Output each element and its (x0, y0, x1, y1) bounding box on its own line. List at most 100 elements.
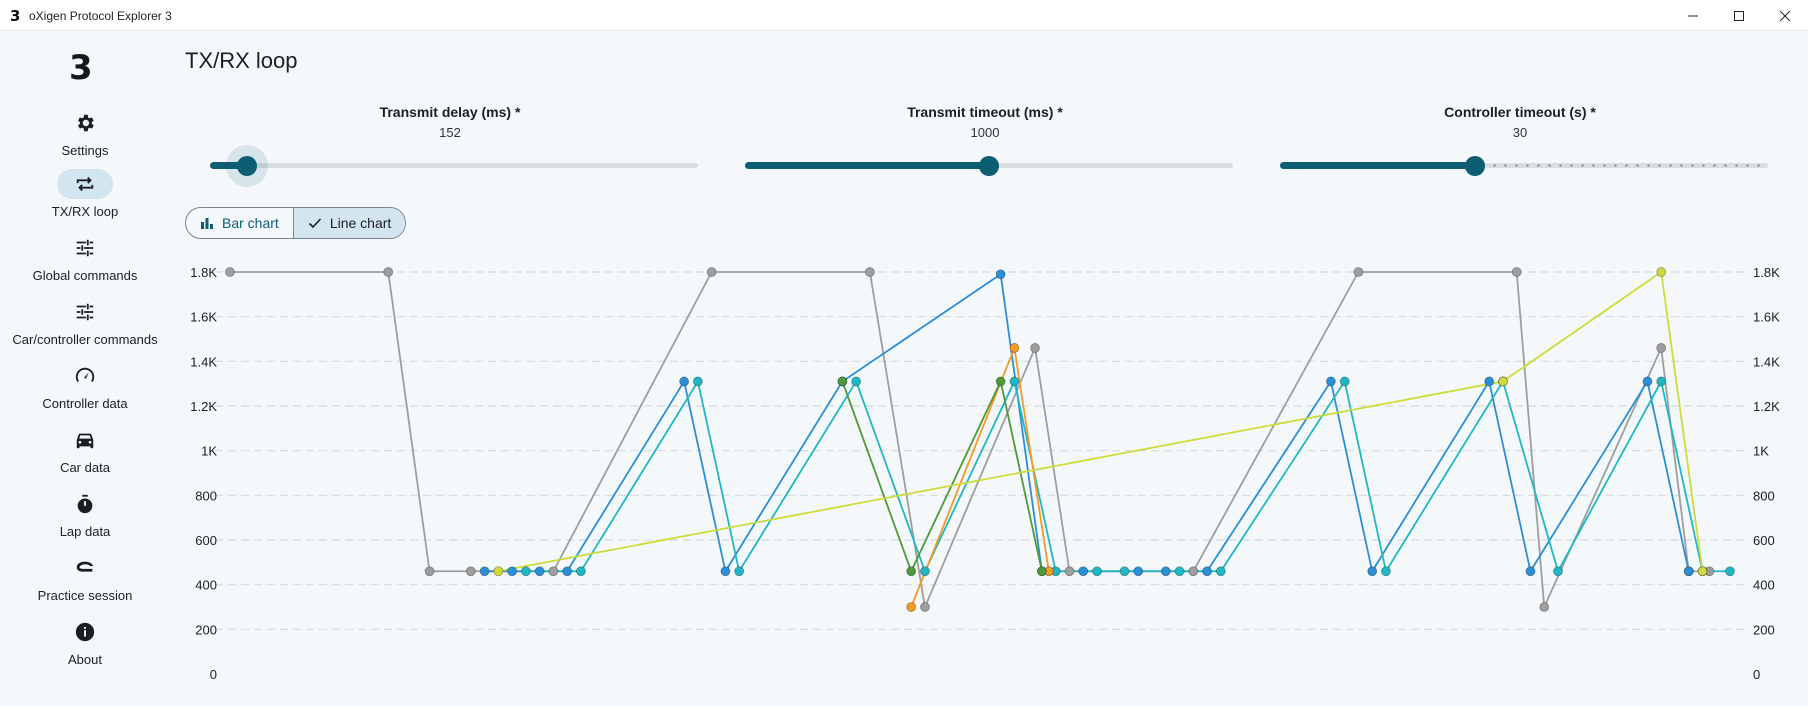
data-point (1092, 566, 1102, 577)
data-point (865, 267, 875, 277)
data-point (1202, 566, 1212, 577)
data-point (1656, 267, 1667, 277)
line-chart-label: Line chart (329, 215, 392, 231)
slider-fill (1280, 162, 1476, 169)
y-tick-label-right: 1.2K (1753, 399, 1780, 414)
data-point (1725, 566, 1735, 577)
chart-type-toggle: Bar chart Line chart (185, 207, 407, 239)
data-point (1553, 566, 1563, 577)
y-tick-label-right: 0 (1753, 667, 1760, 682)
title-bar: 3 oXigen Protocol Explorer 3 (0, 0, 1808, 31)
slider-thumb[interactable] (1465, 156, 1486, 176)
tune-icon (57, 233, 113, 263)
data-point (1642, 376, 1653, 387)
bar-chart-button[interactable]: Bar chart (186, 208, 293, 238)
checkmark-icon (308, 218, 321, 229)
data-point (562, 566, 573, 577)
sidebar-item-lap-data[interactable]: Lap data (0, 489, 170, 549)
slider-thumb[interactable] (236, 156, 257, 176)
sidebar-item-car-controller-commands[interactable]: Car/controller commands (0, 297, 170, 357)
data-point (1030, 343, 1040, 353)
data-point (383, 267, 394, 277)
sidebar-item-label: TX/RX loop (51, 204, 119, 219)
tx-rx-line-chart: 0 0 200 200 400 400 600 600 800 800 1K 1K 1.2K 1.2K 1.… (190, 265, 1780, 682)
data-point (1697, 566, 1708, 577)
car-icon (57, 425, 113, 455)
y-tick-label-right: 400 (1753, 578, 1775, 593)
data-point (1484, 376, 1495, 387)
sidebar-item-label: About (68, 652, 102, 667)
sidebar-item-label: Controller data (42, 396, 128, 411)
sidebar-item-label: Car/controller commands (12, 332, 158, 347)
slider-label: Transmit delay (ms) * (379, 104, 521, 120)
bar-chart-icon (201, 218, 213, 229)
tune-icon (57, 297, 113, 327)
y-tick-label-right: 1.4K (1753, 354, 1780, 369)
data-point (720, 566, 731, 577)
data-point (920, 566, 930, 577)
data-point (493, 566, 504, 577)
y-tick-label-left: 1.8K (190, 265, 217, 280)
data-point (576, 566, 586, 577)
bar-chart-label: Bar chart (222, 215, 279, 231)
series-line-2 (525, 380, 1730, 573)
data-point (1037, 566, 1047, 577)
data-point (1119, 566, 1130, 577)
data-point (548, 566, 559, 577)
slider-thumb[interactable] (979, 156, 999, 176)
line-chart-button[interactable]: Line chart (292, 208, 406, 238)
slider-track[interactable] (210, 162, 698, 169)
sidebar-item-controller-data[interactable]: Controller data (0, 361, 170, 421)
close-icon[interactable] (1762, 0, 1808, 31)
info-icon (57, 617, 113, 647)
gear-icon (57, 108, 113, 138)
sidebar-item-global-commands[interactable]: Global commands (0, 233, 170, 293)
data-point (534, 566, 545, 577)
data-point (1009, 343, 1020, 353)
data-point (1367, 566, 1378, 577)
data-point (1656, 376, 1667, 387)
y-tick-label-left: 1.2K (190, 399, 217, 414)
sidebar-item-settings[interactable]: Settings (0, 108, 170, 168)
minimize-icon[interactable] (1670, 0, 1716, 31)
slider-track[interactable] (1280, 162, 1768, 169)
data-point (906, 566, 917, 577)
data-point (1215, 566, 1226, 577)
y-tick-label-right: 600 (1753, 533, 1775, 548)
slider-value: 1000 (970, 125, 1000, 140)
data-point (837, 376, 848, 387)
series-line-4 (841, 380, 1043, 573)
y-tick-label-left: 800 (195, 488, 217, 503)
data-point (1498, 376, 1508, 387)
data-point (995, 376, 1006, 387)
slider-fill (745, 162, 989, 169)
data-point (1326, 376, 1336, 387)
sidebar-item-about[interactable]: About (0, 617, 170, 677)
y-tick-label-left: 400 (195, 578, 217, 593)
data-point (1539, 602, 1550, 612)
data-point (1188, 566, 1199, 577)
series-line-1 (484, 273, 1690, 573)
maximize-icon[interactable] (1716, 0, 1762, 31)
y-tick-label-left: 0 (210, 667, 217, 682)
sidebar-item-practice-session[interactable]: Practice session (0, 553, 170, 613)
data-point (995, 269, 1006, 280)
sidebar-item-car-data[interactable]: Car data (0, 425, 170, 485)
series-line-0 (230, 271, 1710, 608)
sidebar-item-label: Settings (61, 143, 109, 158)
y-tick-label-right: 800 (1753, 488, 1775, 503)
sidebar-item-label: Lap data (59, 524, 111, 539)
y-tick-label-right: 1.8K (1753, 265, 1780, 280)
data-point (1683, 566, 1694, 577)
data-point (1525, 566, 1536, 577)
sidebar-item-txrx-loop[interactable]: TX/RX loop (0, 169, 170, 229)
data-point (507, 566, 518, 577)
data-point (1078, 566, 1089, 577)
y-tick-label-left: 200 (195, 622, 217, 637)
data-point (1353, 267, 1364, 277)
y-tick-label-right: 200 (1753, 622, 1775, 637)
sidebar-nav: 3 Settings TX/RX loop Global commands Ca… (0, 31, 170, 706)
y-tick-label-left: 1K (201, 444, 217, 459)
data-point (906, 602, 917, 612)
data-point (465, 566, 476, 577)
